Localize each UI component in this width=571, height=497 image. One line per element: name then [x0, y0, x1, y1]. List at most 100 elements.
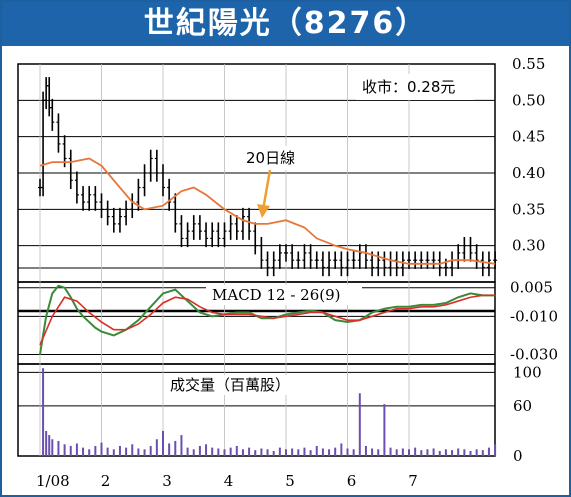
price-tick-label: 0.40 [512, 164, 545, 182]
volume-bar [389, 447, 392, 456]
volume-bar [469, 450, 472, 456]
volume-bar [211, 447, 214, 456]
volume-panel [17, 363, 496, 457]
macd-tick-label: -0.010 [510, 307, 558, 325]
volume-bar [364, 445, 367, 456]
volume-bar [88, 449, 91, 456]
volume-bar [174, 440, 177, 456]
title-bar: 世紀陽光（8276） [2, 2, 569, 46]
volume-bar [278, 447, 281, 456]
volume-bar [297, 449, 300, 456]
volume-bar [57, 440, 60, 456]
volume-bar [162, 430, 164, 456]
macd-tick-label: 0.005 [510, 279, 553, 297]
volume-bar [131, 444, 134, 456]
x-tick-label: 6 [347, 472, 357, 490]
volume-bar [420, 450, 423, 456]
volume-bar [401, 448, 404, 456]
ma20-line [39, 157, 496, 265]
x-tick-label: 5 [285, 472, 295, 490]
volume-bar [198, 445, 201, 456]
volume-bar [235, 445, 238, 456]
volume-bar [51, 439, 54, 456]
volume-tick-label: 60 [513, 397, 532, 415]
price-tick-label: 0.55 [512, 55, 545, 73]
volume-tick-label: 0 [513, 447, 523, 465]
volume-bar [260, 448, 263, 456]
macd-label: MACD 12 - 26(9) [212, 286, 341, 304]
volume-label-box [166, 375, 314, 395]
volume-bar [155, 439, 158, 456]
volume-bar [75, 443, 78, 456]
volume-bar [112, 449, 115, 456]
volume-bar [358, 393, 361, 456]
volume-bar [229, 447, 232, 456]
volume-bar [494, 444, 497, 456]
volume-bar [414, 447, 417, 456]
volume-bar [463, 449, 466, 456]
volume-bar [346, 448, 349, 456]
volume-bar [125, 447, 128, 456]
volume-bar [63, 444, 66, 456]
x-tick-label: 7 [408, 472, 418, 490]
volume-bar [248, 447, 251, 456]
volume-bar [408, 449, 410, 456]
volume-bar [106, 447, 109, 456]
ma20-line-group [39, 157, 496, 265]
volume-bar [475, 449, 478, 456]
volume-bar [241, 449, 244, 456]
volume-bar [285, 449, 287, 456]
volume-bar [487, 447, 490, 456]
volume-bar [303, 447, 306, 456]
macd-lines [39, 284, 496, 355]
volume-bar [328, 449, 331, 456]
x-tick-label: 4 [224, 472, 234, 490]
volume-bar [82, 447, 85, 456]
volume-bar [45, 430, 48, 456]
volume-bars [42, 368, 497, 456]
volume-bar [205, 444, 208, 456]
macd-tick-label: -0.030 [510, 345, 558, 363]
price-label-box [356, 74, 474, 100]
volume-bar [143, 449, 146, 456]
volume-bar [377, 449, 380, 456]
volume-bar [451, 450, 454, 456]
volume-bar [383, 404, 386, 456]
x-tick-label: 1/08 [36, 472, 70, 490]
volume-tick-labels: 100 60 0 [513, 363, 542, 465]
volume-bar [395, 449, 398, 456]
ma-label: 20日線 [246, 149, 295, 167]
signal-line [39, 294, 496, 346]
volume-label: 成交量（百萬股） [170, 376, 290, 394]
volume-bar [69, 445, 72, 456]
ma-label-box [242, 146, 308, 170]
macd-line [39, 284, 496, 355]
volume-bar [100, 442, 103, 456]
ma-arrow-head [257, 204, 270, 218]
volume-bar [340, 443, 343, 456]
volume-bar [48, 435, 51, 456]
volume-bar [94, 445, 97, 456]
macd-tick-labels: 0.005 -0.010 -0.030 [510, 279, 558, 364]
chart-title: 世紀陽光（8276） [143, 6, 428, 41]
price-candles [38, 77, 498, 277]
volume-bar [352, 449, 355, 456]
macd-label-box [206, 285, 362, 305]
price-tick-label: 0.45 [512, 128, 545, 146]
ma-arrow [261, 169, 272, 211]
volume-bar [432, 448, 435, 456]
volume-bar [371, 448, 374, 456]
volume-gridlines [18, 371, 495, 407]
volume-bar [438, 450, 441, 456]
price-label: 收市：0.28元 [362, 78, 455, 96]
x-tick-labels: 1/08 2 3 4 5 6 7 [36, 472, 418, 490]
volume-bar [321, 448, 324, 456]
price-tick-labels: 0.55 0.50 0.45 0.40 0.35 0.30 [512, 55, 545, 255]
volume-bar [254, 450, 257, 456]
volume-bar [315, 445, 318, 456]
volume-bar [444, 449, 447, 456]
volume-bar [149, 445, 152, 456]
volume-bar [137, 448, 140, 456]
price-tick-label: 0.50 [512, 91, 545, 109]
